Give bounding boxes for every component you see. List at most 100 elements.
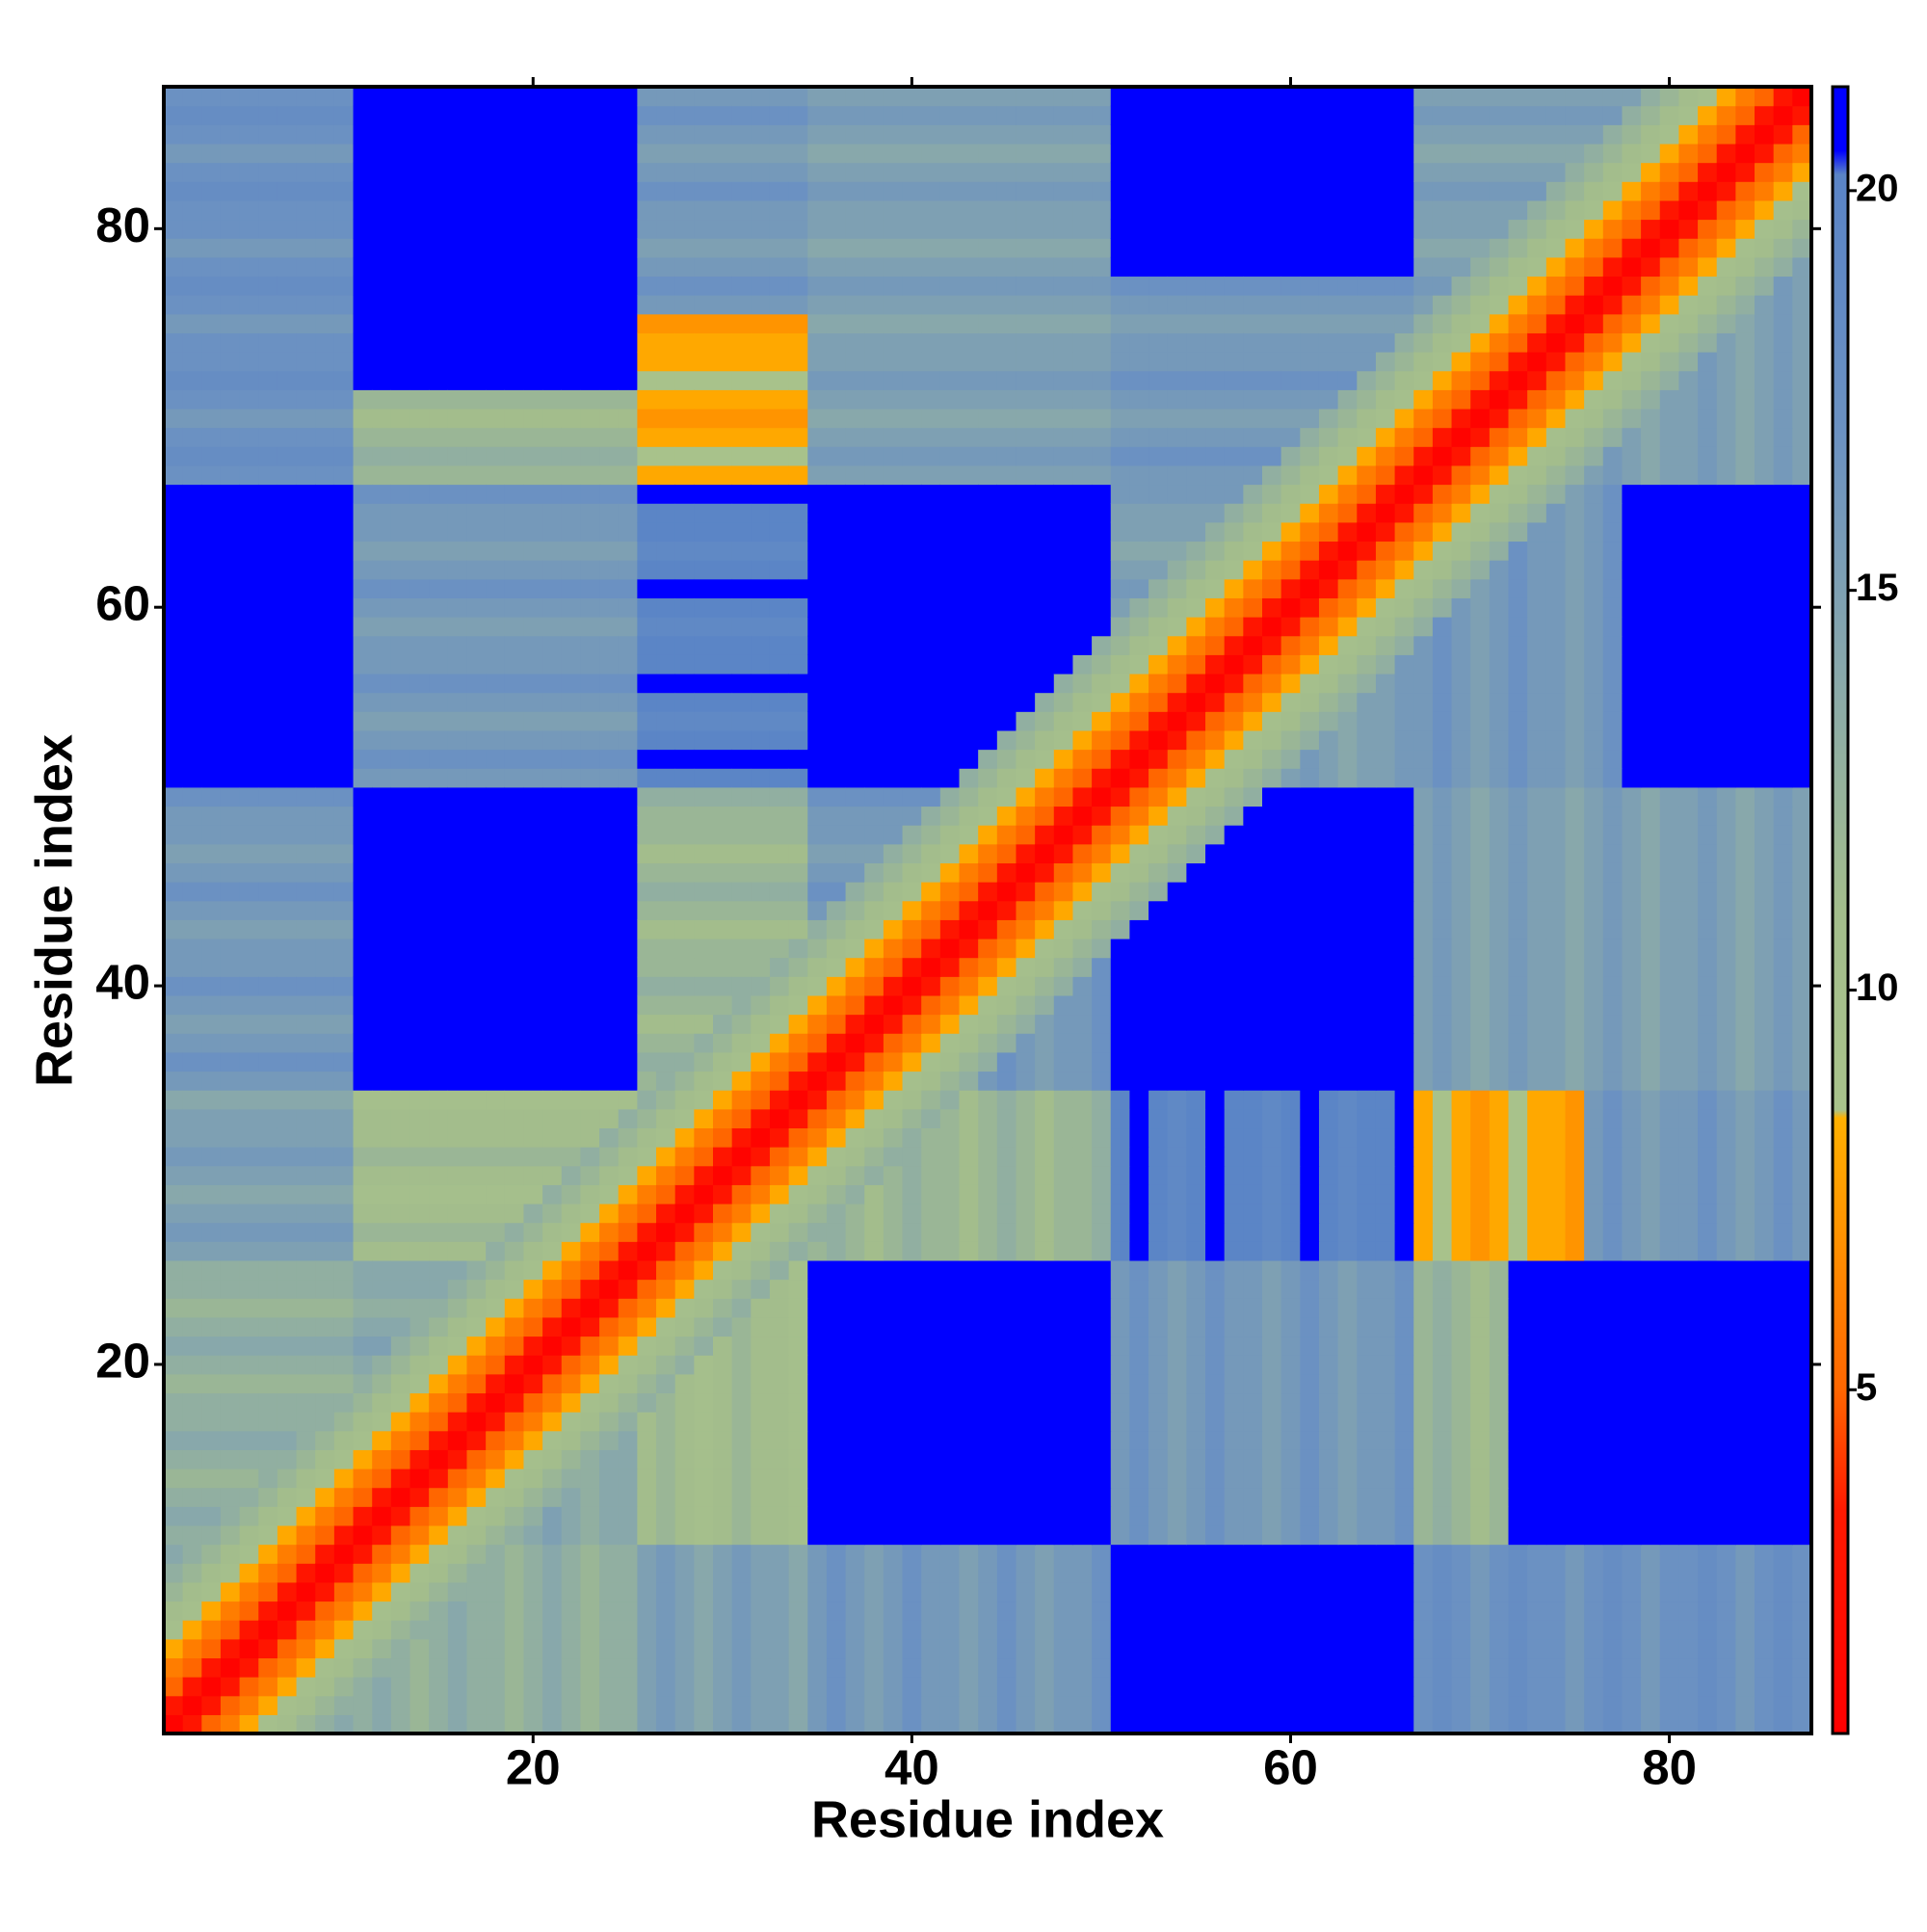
cell: [599, 786, 620, 807]
cell: [978, 1355, 998, 1375]
cell: [713, 1468, 733, 1489]
cell: [1659, 1581, 1680, 1602]
cell: [486, 1638, 506, 1659]
cell: [1527, 1259, 1547, 1281]
cell: [618, 597, 638, 618]
cell: [201, 503, 222, 523]
cell: [258, 994, 278, 1016]
cell: [921, 1449, 941, 1469]
cell: [220, 806, 241, 826]
cell: [1565, 1449, 1585, 1469]
cell: [333, 1714, 355, 1734]
cell: [826, 1638, 847, 1659]
cell: [466, 1524, 487, 1546]
cell: [751, 768, 771, 788]
cell: [1755, 1090, 1775, 1110]
cell: [390, 1695, 411, 1715]
cell: [447, 1222, 468, 1242]
cell: [618, 427, 638, 447]
cell: [959, 1563, 979, 1583]
cell: [788, 1677, 808, 1697]
cell: [769, 1203, 790, 1224]
cell: [466, 806, 487, 826]
cell: [674, 843, 695, 863]
cell: [201, 541, 222, 561]
cell: [1602, 1316, 1623, 1337]
cell: [258, 1677, 278, 1697]
cell: [239, 541, 259, 561]
cell: [504, 711, 525, 731]
cell: [1565, 1487, 1585, 1507]
cell: [239, 654, 259, 675]
cell: [447, 786, 468, 807]
cell: [1016, 1506, 1036, 1526]
cell: [333, 276, 355, 296]
cell: [333, 1147, 355, 1167]
cell: [390, 1487, 411, 1507]
cell: [864, 1336, 884, 1356]
cell: [826, 295, 847, 315]
cell: [751, 1695, 771, 1715]
cell: [788, 389, 808, 410]
cell: [1432, 1127, 1453, 1148]
cell: [1300, 1090, 1320, 1110]
cell: [1280, 1468, 1301, 1489]
cell: [429, 1412, 449, 1432]
cell: [258, 1279, 278, 1299]
cell: [788, 768, 808, 788]
cell: [788, 1392, 808, 1413]
cell: [826, 1090, 847, 1110]
cell: [1584, 1638, 1604, 1659]
cell: [902, 1657, 922, 1678]
cell: [296, 1487, 316, 1507]
cell: [239, 199, 259, 221]
cell: [1357, 1620, 1377, 1640]
cell: [164, 1316, 184, 1337]
cell: [504, 1638, 525, 1659]
cell: [1622, 1392, 1642, 1413]
cell: [713, 276, 733, 296]
cell: [1565, 1620, 1585, 1640]
cell: [1186, 1657, 1206, 1678]
cell: [277, 124, 298, 145]
cell: [1698, 1620, 1718, 1640]
cell: [315, 1620, 335, 1640]
cell: [296, 994, 316, 1016]
cell: [769, 427, 790, 447]
cell: [694, 654, 714, 675]
cell: [1545, 1147, 1567, 1167]
cell: [618, 162, 638, 182]
cell: [751, 1222, 771, 1242]
cell: [296, 711, 316, 731]
cell: [1584, 1506, 1604, 1526]
cell: [883, 1581, 904, 1602]
cell: [1129, 1524, 1149, 1546]
cell: [1792, 1279, 1812, 1299]
cell: [1792, 1051, 1812, 1072]
cell: [258, 1620, 278, 1640]
cell: [1641, 1203, 1661, 1224]
cell: [807, 1487, 828, 1507]
cell: [1092, 1127, 1112, 1148]
cell: [1792, 1165, 1812, 1185]
cell: [1641, 1695, 1661, 1715]
cell: [333, 806, 355, 826]
cell: [1678, 1241, 1699, 1261]
cell: [1565, 1241, 1585, 1261]
cell: [447, 976, 468, 996]
cell: [429, 900, 449, 920]
cell: [1053, 1222, 1074, 1242]
cell: [1357, 1563, 1377, 1583]
cell: [788, 711, 808, 731]
cell: [353, 1355, 373, 1375]
cell: [296, 806, 316, 826]
cell: [561, 825, 582, 845]
cell: [1224, 1147, 1244, 1167]
cell: [315, 1714, 335, 1734]
cell: [599, 1506, 620, 1526]
cell: [239, 332, 259, 353]
cell: [542, 786, 563, 807]
cell: [826, 1241, 847, 1261]
cell: [826, 446, 847, 466]
cell: [731, 332, 752, 353]
